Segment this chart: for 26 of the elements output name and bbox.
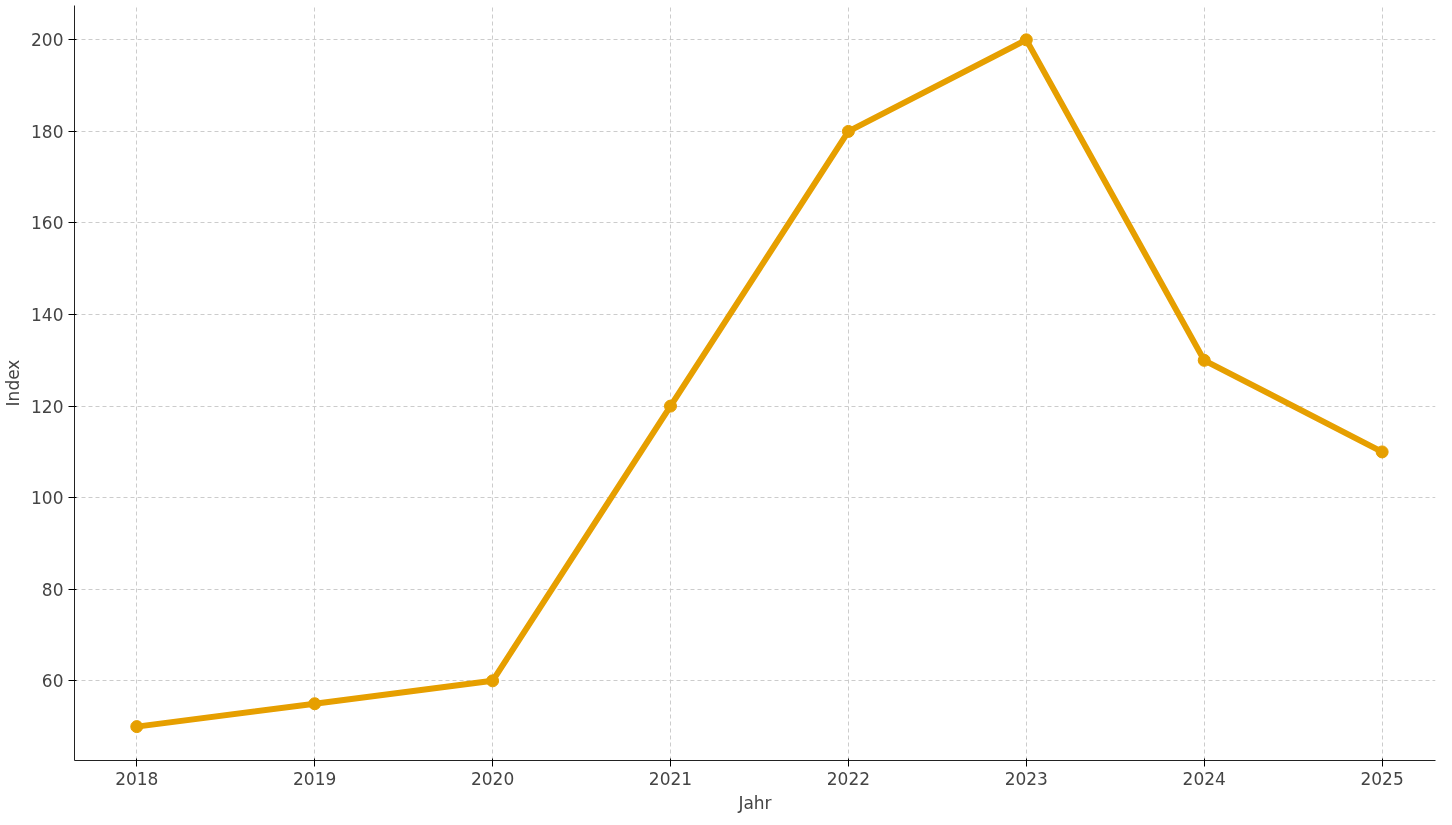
y-tick-label: 120 (31, 396, 64, 417)
y-tick-label: 200 (31, 30, 64, 51)
x-axis-title: Jahr (737, 792, 772, 813)
point (663, 399, 677, 413)
y-tick-label: 60 (41, 671, 64, 692)
point (486, 674, 500, 688)
point (130, 720, 144, 734)
point (841, 124, 855, 138)
y-tick-label: 80 (41, 579, 64, 600)
point (308, 697, 322, 711)
y-tick-label: 100 (31, 488, 64, 509)
y-tick-label: 140 (31, 305, 64, 326)
point (1375, 445, 1389, 459)
point (1019, 33, 1033, 47)
x-tick-label: 2021 (648, 768, 693, 789)
y-axis-title: Index (3, 359, 24, 407)
y-tick-label: 180 (31, 121, 64, 142)
x-tick-label: 2023 (1004, 768, 1048, 789)
x-tick-label: 2020 (470, 768, 515, 789)
y-tick-label: 160 (31, 213, 64, 234)
point (1197, 353, 1211, 367)
x-tick-label: 2019 (293, 768, 337, 789)
x-tick-label: 2022 (826, 768, 871, 789)
x-tick-label: 2025 (1360, 768, 1404, 789)
x-tick-label: 2024 (1182, 768, 1226, 789)
x-tick-label: 2018 (115, 768, 159, 789)
